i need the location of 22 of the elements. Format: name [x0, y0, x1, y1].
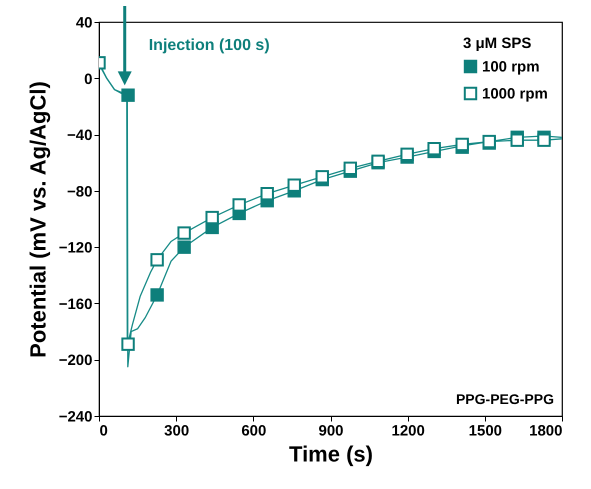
legend-label: 1000 rpm — [482, 86, 548, 102]
annotation: PPG-PEG-PPG — [456, 391, 554, 407]
x-axis-title: Time (s) — [289, 442, 373, 466]
y-tick-label: −200 — [58, 352, 92, 370]
y-tick-label: 0 — [84, 70, 92, 88]
y-axis-title: Potential (mV vs. Ag/AgCl) — [26, 81, 51, 358]
legend-title: 3 μM SPS — [463, 35, 532, 52]
y-tick-label: 40 — [76, 14, 92, 32]
x-tick-label: 0 — [100, 422, 108, 440]
annotation: Injection (100 s) — [148, 37, 270, 54]
y-tick-label: −80 — [67, 183, 92, 200]
x-tick-label: 1500 — [468, 422, 502, 440]
legend-label: 100 rpm — [482, 58, 540, 76]
y-tick-label: −240 — [58, 408, 92, 426]
y-tick-label: −40 — [67, 127, 92, 144]
x-tick-label: 1200 — [391, 422, 425, 440]
x-tick-label: 300 — [164, 422, 190, 440]
x-tick-label: 600 — [241, 422, 266, 440]
y-tick-label: −160 — [58, 296, 92, 313]
y-tick-label: −120 — [58, 240, 92, 257]
x-tick-label: 1800 — [529, 422, 562, 440]
x-tick-label: 900 — [318, 422, 344, 440]
